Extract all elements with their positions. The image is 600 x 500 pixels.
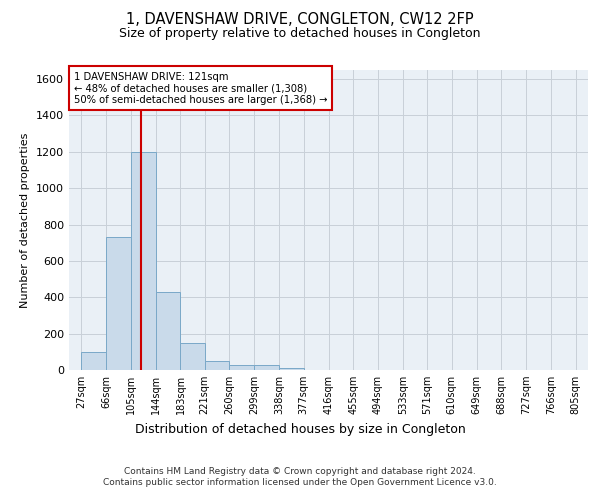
Bar (156, 292, 181, 370)
Bar (181, 343, 205, 370)
Text: Contains HM Land Registry data © Crown copyright and database right 2024.
Contai: Contains HM Land Registry data © Crown c… (103, 468, 497, 487)
Bar (106, 238, 131, 370)
Bar (205, 361, 229, 370)
Text: Distribution of detached houses by size in Congleton: Distribution of detached houses by size … (134, 422, 466, 436)
Text: 1, DAVENSHAW DRIVE, CONGLETON, CW12 2FP: 1, DAVENSHAW DRIVE, CONGLETON, CW12 2FP (126, 12, 474, 28)
Text: 1 DAVENSHAW DRIVE: 121sqm
← 48% of detached houses are smaller (1,308)
50% of se: 1 DAVENSHAW DRIVE: 121sqm ← 48% of detac… (74, 72, 328, 104)
Text: Size of property relative to detached houses in Congleton: Size of property relative to detached ho… (119, 28, 481, 40)
Bar (254, 366, 279, 370)
Y-axis label: Number of detached properties: Number of detached properties (20, 132, 31, 308)
Bar (82, 352, 106, 370)
Bar (279, 368, 304, 370)
Bar (229, 364, 254, 370)
Bar (131, 152, 156, 370)
